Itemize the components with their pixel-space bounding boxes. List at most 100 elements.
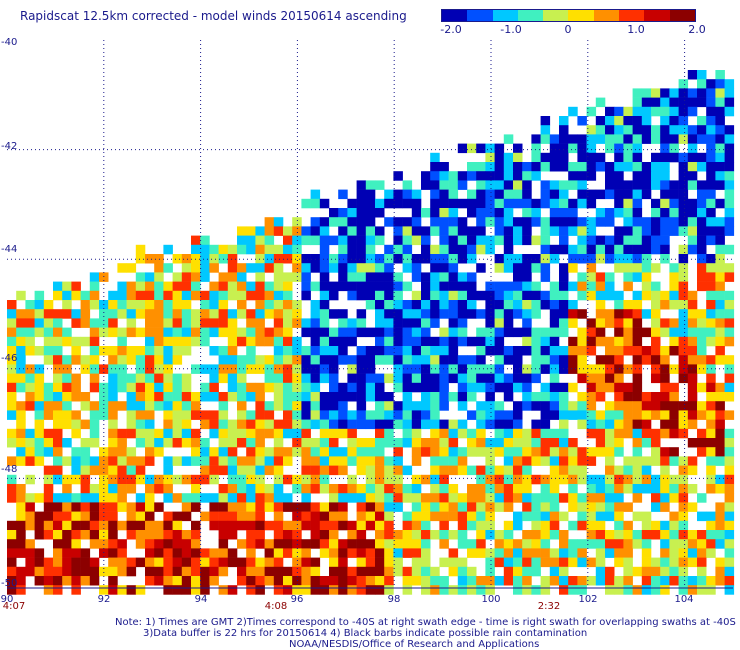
wind-cell: [7, 566, 17, 577]
wind-cell: [467, 143, 477, 154]
wind-cell: [393, 530, 403, 540]
wind-cell: [678, 290, 689, 301]
wind-cell: [264, 401, 275, 411]
wind-cell: [605, 382, 615, 393]
wind-cell: [467, 355, 477, 365]
wind-cell: [384, 557, 394, 568]
wind-cell: [108, 419, 118, 430]
wind-cell: [421, 373, 431, 384]
wind-cell: [145, 502, 155, 512]
wind-cell: [476, 401, 486, 411]
wind-cell: [549, 566, 560, 577]
wind-cell: [494, 401, 505, 411]
wind-cell: [237, 520, 247, 531]
wind-cell: [678, 530, 689, 540]
wind-cell: [126, 401, 137, 411]
wind-cell: [568, 171, 578, 181]
wind-cell: [375, 336, 385, 347]
wind-cell: [678, 511, 689, 522]
wind-cell: [430, 318, 440, 328]
wind-cell: [71, 456, 81, 466]
wind-cell: [218, 355, 229, 365]
wind-cell: [706, 511, 716, 522]
wind-cell: [310, 566, 321, 577]
wind-cell: [273, 428, 284, 439]
wind-cell: [264, 235, 275, 246]
wind-cell: [191, 309, 201, 319]
wind-cell: [99, 493, 109, 503]
wind-cell: [319, 511, 330, 522]
wind-cell: [338, 502, 348, 512]
wind-cell: [283, 281, 293, 292]
wind-cell: [715, 88, 725, 98]
wind-cell: [163, 309, 173, 319]
wind-cell: [651, 226, 661, 236]
wind-cell: [503, 309, 514, 319]
wind-cell: [430, 208, 440, 218]
wind-cell: [209, 493, 219, 503]
wind-cell: [329, 548, 339, 558]
wind-cell: [43, 327, 54, 338]
wind-cell: [494, 557, 505, 568]
wind-cell: [421, 281, 431, 292]
wind-cell: [62, 290, 72, 301]
wind-cell: [273, 254, 284, 264]
wind-cell: [660, 162, 670, 172]
wind-cell: [503, 373, 514, 384]
wind-cell: [154, 327, 164, 338]
wind-cell: [706, 539, 716, 549]
wind-cell: [43, 484, 54, 494]
wind-cell: [494, 548, 505, 558]
wind-cell: [715, 336, 725, 347]
wind-cell: [623, 346, 633, 356]
wind-cell: [439, 235, 449, 246]
wind-cell: [614, 447, 624, 457]
wind-cell: [126, 346, 137, 356]
wind-cell: [126, 465, 137, 476]
wind-cell: [485, 162, 495, 172]
wind-cell: [384, 419, 394, 430]
wind-cell: [623, 208, 633, 218]
wind-cell: [154, 557, 164, 568]
wind-cell: [513, 465, 523, 476]
wind-cell: [513, 585, 523, 595]
wind-cell: [669, 576, 679, 586]
wind-cell: [660, 576, 670, 586]
wind-cell: [605, 290, 615, 301]
wind-cell: [255, 576, 265, 586]
wind-cell: [549, 300, 560, 310]
wind-cell: [439, 465, 449, 476]
wind-cell: [540, 410, 551, 420]
wind-cell: [25, 309, 35, 319]
wind-cell: [301, 557, 311, 568]
wind-cell: [135, 254, 146, 264]
wind-cell: [34, 318, 45, 328]
wind-cell: [411, 355, 422, 365]
wind-cell: [301, 484, 311, 494]
wind-cell: [200, 318, 210, 328]
wind-cell: [467, 235, 477, 246]
wind-cell: [439, 493, 449, 503]
wind-cell: [678, 162, 689, 172]
wind-cell: [586, 281, 597, 292]
wind-cell: [485, 346, 495, 356]
wind-cell: [614, 226, 624, 236]
wind-cell: [706, 79, 716, 89]
wind-cell: [641, 548, 652, 558]
wind-cell: [586, 511, 597, 522]
wind-cell: [145, 566, 155, 577]
wind-cell: [191, 530, 201, 540]
wind-cell: [485, 180, 495, 190]
wind-cell: [678, 244, 689, 255]
wind-cell: [181, 530, 192, 540]
wind-cell: [117, 548, 127, 558]
wind-cell: [365, 226, 376, 236]
wind-cell: [237, 281, 247, 292]
wind-cell: [89, 336, 100, 347]
wind-cell: [108, 474, 118, 485]
wind-cell: [375, 566, 385, 577]
wind-cell: [393, 290, 403, 301]
wind-cell: [80, 548, 91, 558]
wind-cell: [485, 392, 495, 402]
wind-cell: [641, 217, 652, 227]
